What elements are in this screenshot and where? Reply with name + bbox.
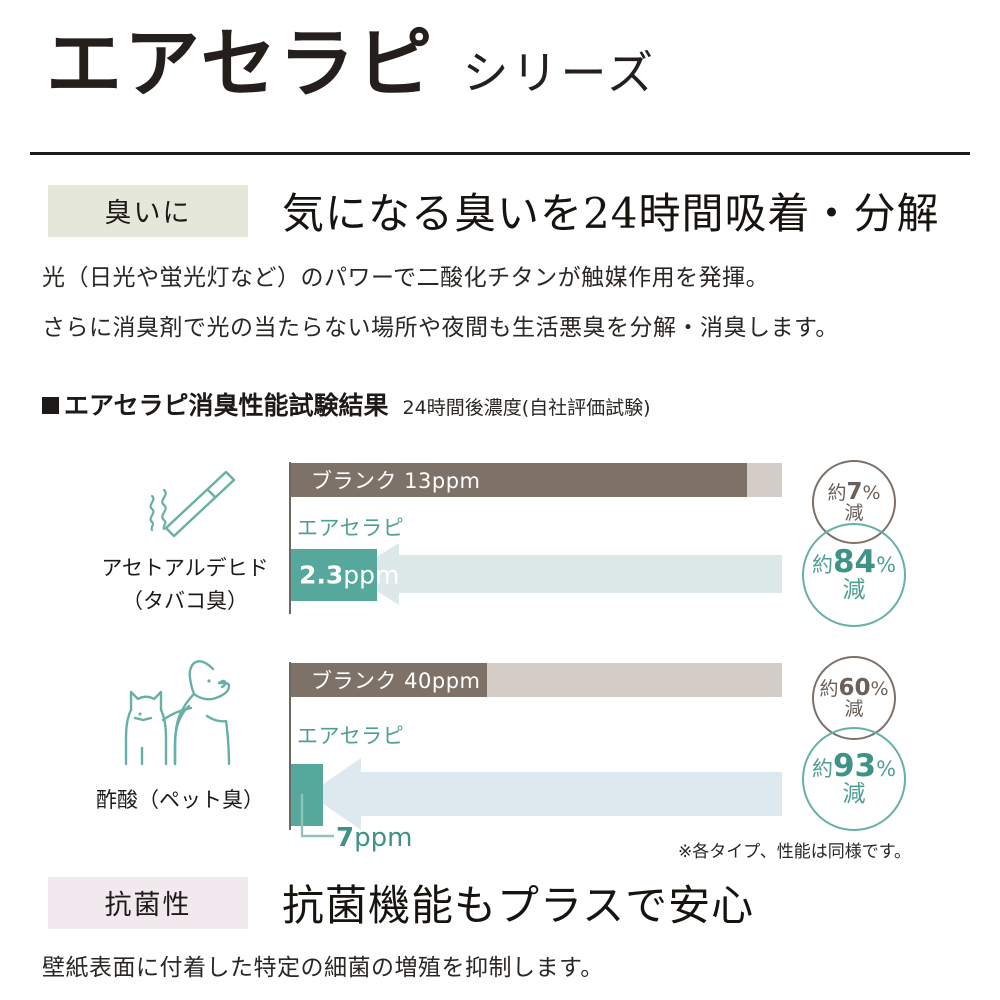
icon-caption-line-2: （タバコ臭） [122, 589, 248, 614]
blank-bar-fill: ブランク 40ppm [291, 663, 488, 697]
product-value-number: 7 [336, 823, 355, 853]
cat-dog-icon [124, 660, 231, 766]
blank-bar-label: ブランク 40ppm [311, 669, 481, 693]
cigarette-icon [149, 470, 236, 538]
badge-blank-unit: 減 [844, 502, 864, 525]
brand-name: エアセラピ [46, 19, 435, 108]
chart-footnote: ※各タイプ、性能は同様です。 [678, 842, 912, 862]
blank-bar-track: ブランク 40ppm [291, 663, 782, 697]
badge-blank-unit: 減 [844, 698, 864, 721]
badge-product-reduction: 約84% 減 [802, 523, 906, 627]
left-arrow-icon [309, 758, 782, 830]
icon-caption-line-1: 酢酸（ペット臭） [96, 788, 264, 812]
badge-product-percent: 約84% [811, 544, 897, 581]
badge-blank-percent: 約60% [819, 674, 889, 701]
product-value-number: 2.3 [299, 560, 344, 590]
product-value-label: 2.3ppm [299, 561, 399, 590]
section-chip-odor: 臭いに [48, 184, 248, 237]
left-arrow-icon [349, 543, 782, 605]
product-value-label: 7ppm [336, 823, 412, 853]
odor-body-line-2: さらに消臭剤で光の当たらない場所や夜間も生活悪臭を分解・消臭します。 [42, 315, 839, 341]
group-icon-acetic-acid: 酢酸（ペット臭） [55, 652, 305, 814]
odor-body-line-1: 光（日光や蛍光灯など）のパワーで二酸化チタンが触媒作用を発揮。 [42, 265, 770, 291]
product-value-unit: ppm [354, 823, 413, 853]
badge-product-unit: 減 [842, 577, 866, 604]
icon-caption-line-1: アセトアルデヒド [101, 556, 269, 580]
reduction-arrow-band [291, 758, 782, 830]
product-value-bar [291, 764, 323, 826]
chart-title: エアセラピ消臭性能試験結果 [64, 391, 389, 420]
product-series-label: エアセラピ [297, 724, 405, 748]
blank-bar-label: ブランク 13ppm [311, 469, 481, 493]
leader-line-icon [300, 794, 334, 838]
header-divider [30, 152, 970, 155]
square-bullet-icon [42, 397, 59, 414]
baseline-axis [289, 662, 291, 830]
section-title-antibacterial: 抗菌機能もプラスで安心 [282, 881, 755, 930]
product-series-label: エアセラピ [297, 516, 405, 540]
section-header-antibacterial: 抗菌性 抗菌機能もプラスで安心 [48, 872, 754, 933]
reduction-arrow-band [291, 543, 782, 605]
blank-bar-track: ブランク 13ppm [291, 463, 782, 497]
series-word: シリーズ [462, 46, 657, 100]
value-leader-line [300, 792, 354, 848]
blank-bar-fill: ブランク 13ppm [291, 463, 747, 497]
section-chip-antibacterial: 抗菌性 [48, 876, 248, 929]
product-value-unit: ppm [343, 560, 400, 590]
badge-blank-percent: 約7% [827, 478, 881, 505]
section-header-odor: 臭いに 気になる臭いを24時間吸着・分解 [48, 180, 939, 241]
badge-blank-reduction: 約7% 減 [812, 460, 896, 544]
hero-title: エアセラピ シリーズ [46, 26, 656, 102]
badge-product-unit: 減 [842, 781, 866, 808]
chart-subtitle: 24時間後濃度(自社評価試験) [402, 397, 651, 419]
badge-product-percent: 約93% [811, 748, 897, 785]
group-icon-acetaldehyde: アセトアルデヒド （タバコ臭） [60, 466, 310, 616]
section-title-odor: 気になる臭いを24時間吸着・分解 [282, 189, 940, 238]
baseline-axis [289, 462, 291, 614]
badge-product-reduction: 約93% 減 [802, 727, 906, 831]
antibacterial-body-line-1: 壁紙表面に付着した特定の細菌の増殖を抑制します。 [42, 955, 604, 981]
product-value-bar: 2.3ppm [291, 549, 399, 601]
chart-header: エアセラピ消臭性能試験結果 24時間後濃度(自社評価試験) [42, 386, 651, 422]
